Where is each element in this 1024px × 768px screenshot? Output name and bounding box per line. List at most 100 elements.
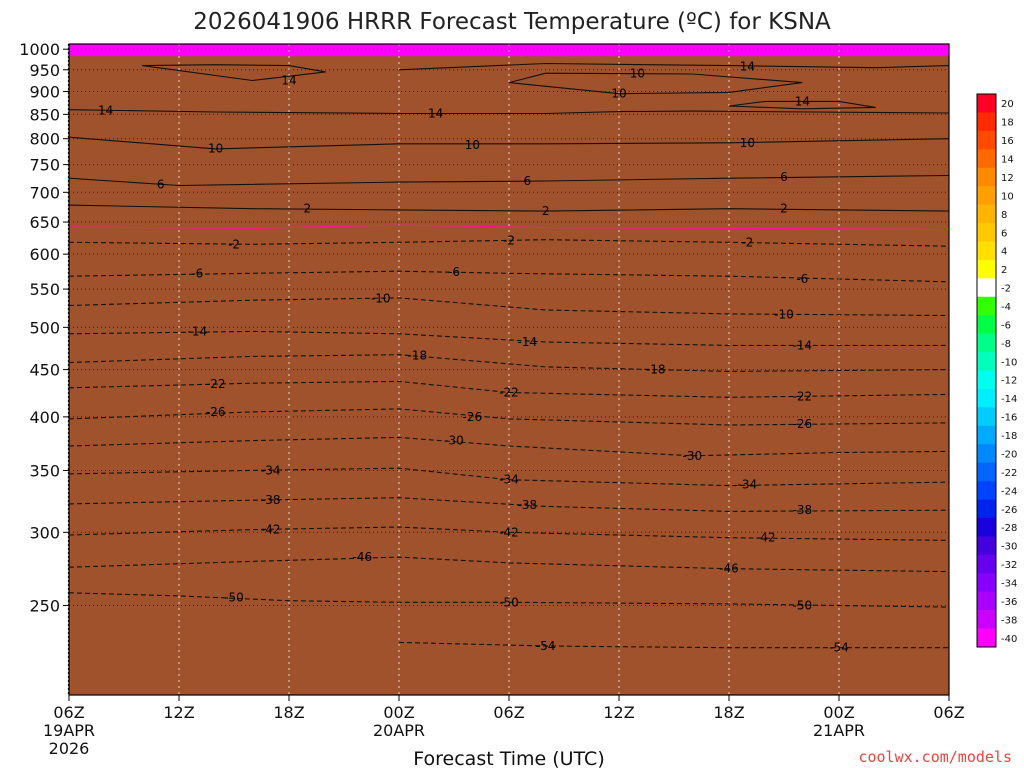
- contour-label: 6: [524, 174, 532, 188]
- contour-label: 10: [611, 87, 626, 101]
- colorbar-swatch: [977, 536, 996, 556]
- y-tick-label: 950: [29, 61, 60, 80]
- contour-line: [68, 174, 950, 187]
- contour-label: -38: [261, 493, 281, 507]
- contour-label: -14: [188, 324, 208, 338]
- contour-line: [68, 136, 950, 150]
- colorbar-swatch: [977, 388, 996, 408]
- contour-line: [68, 330, 949, 346]
- colorbar-tick-label: -12: [1001, 376, 1017, 387]
- contour-line: [68, 380, 950, 398]
- contour-label: -10: [371, 292, 391, 306]
- colorbar-swatch: [977, 167, 996, 187]
- x-tick-label: 21APR: [813, 721, 865, 740]
- colorbar-tick-label: -30: [1001, 542, 1017, 553]
- colorbar-swatch: [977, 573, 996, 592]
- contour-line: [68, 436, 950, 457]
- colorbar-swatch: [977, 425, 996, 445]
- colorbar-swatch: [977, 370, 996, 390]
- contour-line: [142, 64, 326, 82]
- colorbar-tick-label: -18: [1001, 431, 1017, 442]
- contour-line: [68, 224, 950, 231]
- contour-line: [68, 556, 950, 573]
- contour-line: [68, 526, 950, 541]
- colorbar-tick-label: 12: [1001, 173, 1014, 184]
- colorbar-tick-label: -24: [1001, 486, 1017, 497]
- chart-title: 2026041906 HRRR Forecast Temperature (ºC…: [193, 9, 831, 35]
- x-tick-label: 18Z: [273, 703, 304, 722]
- contour-label: 6: [157, 177, 165, 191]
- y-tick-label: 300: [29, 523, 60, 542]
- y-tick-label: 250: [29, 596, 60, 615]
- colorbar-swatch: [977, 278, 996, 298]
- colorbar-swatch: [977, 444, 996, 463]
- colorbar-tick-label: 4: [1001, 247, 1007, 258]
- contour-line: [68, 497, 950, 512]
- contour-label: -6: [796, 272, 808, 286]
- colorbar-tick-label: -38: [1001, 615, 1017, 626]
- colorbar-swatch: [977, 554, 996, 574]
- contour-label: -34: [738, 477, 758, 491]
- colorbar-tick-label: 8: [1001, 210, 1007, 221]
- colorbar-tick-label: -20: [1001, 449, 1017, 460]
- contour-label: 14: [98, 104, 113, 118]
- contour-line: [68, 109, 950, 115]
- contour-label: 2: [542, 204, 550, 218]
- colorbar-swatch: [977, 517, 996, 537]
- colorbar-swatch: [977, 186, 996, 205]
- contour-label: -26: [463, 410, 483, 424]
- contour-label: 2: [780, 202, 788, 216]
- colorbar-tick-label: -16: [1001, 413, 1017, 424]
- contour-label: 2: [304, 202, 312, 216]
- colorbar-swatch: [977, 149, 996, 169]
- colorbar-tick-label: -10: [1001, 357, 1017, 368]
- credit-text: coolwx.com/models: [858, 748, 1012, 766]
- colorbar-swatch: [977, 610, 996, 629]
- colorbar-tick-label: -32: [1001, 560, 1017, 571]
- y-tick-label: 400: [29, 408, 60, 427]
- contour-line: [398, 62, 950, 71]
- contour-line: [68, 408, 950, 426]
- colorbar-swatch: [977, 204, 996, 224]
- contour-line: [728, 100, 876, 110]
- y-tick-label: 600: [29, 245, 60, 264]
- contour-label: -34: [499, 473, 519, 487]
- contour-label: -14: [518, 335, 538, 349]
- contour-label: 10: [208, 141, 223, 155]
- contour-label: -54: [829, 641, 849, 655]
- colorbar-swatch: [977, 333, 996, 353]
- contour-label: -46: [719, 562, 739, 576]
- contour-label: -6: [448, 265, 460, 279]
- contour-label: -18: [408, 349, 428, 363]
- x-tick-label: 12Z: [163, 703, 194, 722]
- contour-line: [68, 239, 950, 247]
- contour-line: [68, 467, 950, 487]
- contour-line: [68, 354, 950, 372]
- contour-label: -22: [499, 386, 519, 400]
- colorbar-swatch: [977, 130, 996, 150]
- contour-label: -50: [793, 598, 813, 612]
- contour-line: [68, 297, 950, 317]
- y-tick-label: 750: [29, 156, 60, 175]
- contour-label: 14: [428, 106, 443, 120]
- colorbar: 20 18 16 14 12 10 8 6 4 2 -2 -4 -6 -8 -10 -12 -14 -16 -18 -…: [976, 93, 1017, 648]
- y-tick-label: 1000: [19, 40, 60, 59]
- y-tick-label: 450: [29, 361, 60, 380]
- plot-area: -54 -54 -50 -50 -50 -46 -46 -42 -42 -42 -38 -38 -38 -…: [19, 40, 964, 758]
- contour-label: -54: [536, 639, 556, 653]
- colorbar-swatch: [977, 499, 996, 519]
- y-tick-label: 800: [29, 130, 60, 149]
- x-tick-label: 00Z: [383, 703, 414, 722]
- contour-label: 14: [795, 94, 810, 108]
- contour-label: -14: [793, 338, 813, 352]
- contour-label: -22: [206, 377, 226, 391]
- contour-line: [68, 592, 950, 608]
- colorbar-swatch: [977, 407, 996, 427]
- contour-label: -22: [793, 389, 813, 403]
- contour-label: -30: [444, 434, 464, 448]
- colorbar-swatch: [977, 628, 996, 648]
- colorbar-tick-label: 20: [1001, 99, 1014, 110]
- colorbar-tick-label: -22: [1001, 468, 1017, 479]
- x-tick-label: 2026: [49, 739, 90, 758]
- colorbar-tick-label: -4: [1001, 302, 1011, 313]
